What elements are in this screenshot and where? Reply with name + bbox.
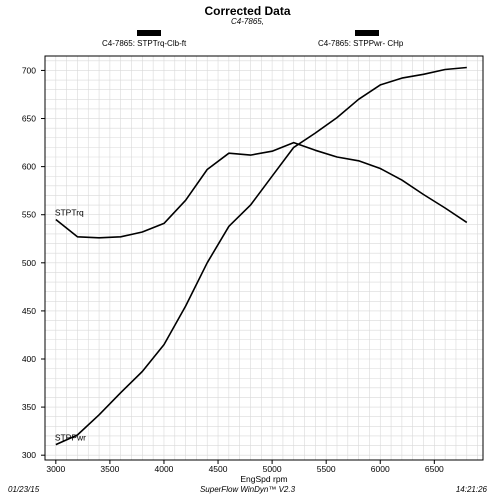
y-tick-label: 300 bbox=[22, 450, 36, 460]
x-tick-label: 5500 bbox=[317, 464, 336, 474]
legend-label-power: C4-7865: STPPwr- CHp bbox=[318, 39, 404, 48]
y-tick-label: 550 bbox=[22, 210, 36, 220]
y-tick-label: 650 bbox=[22, 114, 36, 124]
x-tick-label: 4000 bbox=[155, 464, 174, 474]
series-label-stppwr: STPPwr bbox=[55, 433, 86, 443]
y-tick-label: 450 bbox=[22, 306, 36, 316]
x-axis-label: EngSpd rpm bbox=[240, 474, 287, 484]
y-tick-label: 500 bbox=[22, 258, 36, 268]
series-line-stppwr bbox=[55, 66, 467, 446]
legend-swatch-power bbox=[355, 30, 379, 36]
y-tick-label: 600 bbox=[22, 162, 36, 172]
x-tick-label: 4500 bbox=[209, 464, 228, 474]
chart-title: Corrected Data bbox=[204, 4, 291, 18]
plot-frame bbox=[44, 55, 484, 461]
footer-date: 01/23/15 bbox=[8, 485, 40, 494]
x-tick-label: 6000 bbox=[371, 464, 390, 474]
series-label-stptrq: STPTrq bbox=[55, 208, 84, 218]
x-tick-label: 6500 bbox=[425, 464, 444, 474]
series-line-stptrq bbox=[55, 141, 468, 239]
legend-swatch-torque bbox=[137, 30, 161, 36]
y-tick-label: 400 bbox=[22, 354, 36, 364]
y-tick-label: 350 bbox=[22, 402, 36, 412]
footer-software: SuperFlow WinDyn™ V2.3 bbox=[199, 485, 296, 494]
chart-subtitle: C4-7865, bbox=[231, 17, 264, 26]
footer-time: 14:21:26 bbox=[455, 485, 487, 494]
legend-label-torque: C4-7865: STPTrq-Clb-ft bbox=[102, 39, 187, 48]
x-tick-label: 3500 bbox=[100, 464, 119, 474]
x-tick-label: 3000 bbox=[46, 464, 65, 474]
x-tick-label: 5000 bbox=[263, 464, 282, 474]
y-tick-label: 700 bbox=[22, 65, 36, 75]
